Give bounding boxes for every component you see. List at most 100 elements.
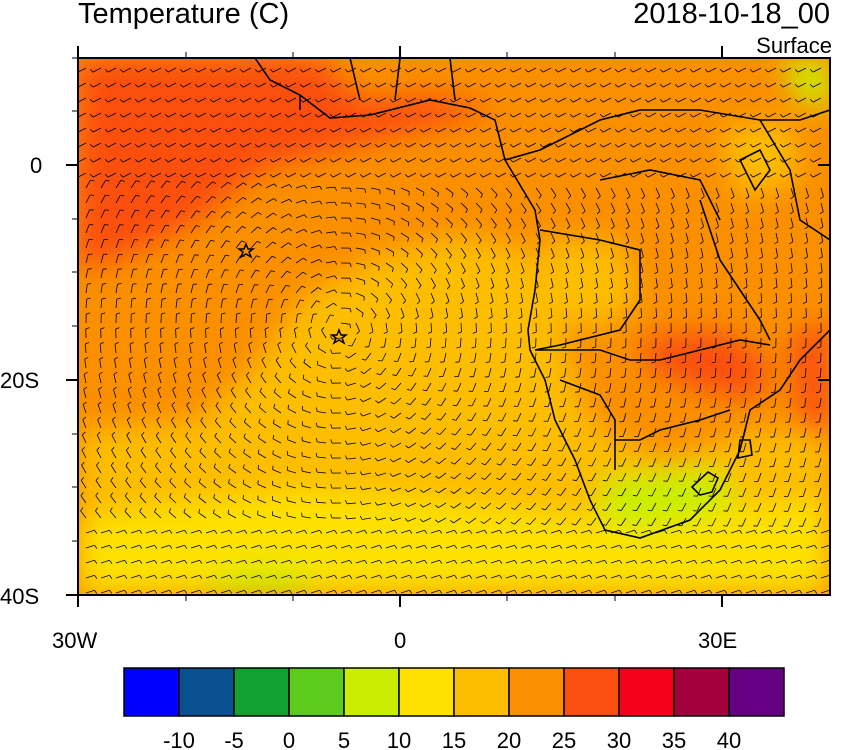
wind-barb: [100, 254, 104, 264]
wind-barb-flag: [243, 448, 246, 454]
wind-barb: [497, 172, 507, 178]
wind-barb: [670, 307, 672, 318]
wind-barb: [502, 397, 507, 407]
wind-barb-flag: [554, 84, 559, 88]
wind-barb: [317, 172, 327, 178]
wind-barb-flag: [496, 463, 501, 466]
wind-barb-flag: [541, 478, 547, 481]
wind-barb: [130, 254, 135, 264]
wind-barb: [527, 142, 537, 148]
wind-barb: [250, 574, 260, 579]
wind-barb-flag: [211, 210, 216, 213]
wind-barb-flag: [359, 159, 364, 163]
wind-barb: [302, 425, 312, 429]
wind-barb-flag: [584, 114, 589, 118]
wind-barb-flag: [667, 331, 672, 334]
wind-barb-flag: [529, 545, 533, 549]
wind-barb-flag: [745, 211, 749, 215]
wind-barb: [220, 255, 226, 264]
wind-barb-flag: [757, 331, 762, 334]
wind-barb-flag: [246, 372, 250, 376]
wind-barb: [670, 292, 673, 302]
wind-barb: [197, 82, 207, 88]
wind-barb: [184, 481, 192, 489]
wind-barb-flag: [199, 575, 203, 579]
wind-barb-flag: [659, 144, 664, 148]
wind-barb: [145, 180, 152, 189]
wind-barb-flag: [257, 480, 259, 485]
wind-barb: [272, 438, 282, 444]
wind-barb: [415, 217, 424, 224]
wind-barb-flag: [503, 316, 508, 319]
wind-barb-flag: [89, 99, 94, 103]
wind-barb: [233, 344, 237, 354]
wind-barb: [803, 472, 807, 482]
wind-barb-flag: [194, 69, 199, 73]
wind-barb: [199, 466, 207, 474]
wind-barb: [167, 82, 177, 88]
wind-barb: [145, 299, 148, 309]
wind-barb-flag: [285, 285, 290, 287]
wind-barb-flag: [394, 560, 398, 564]
wind-barb: [752, 112, 762, 118]
wind-barb-flag: [349, 262, 352, 268]
wind-barb-flag: [713, 301, 718, 304]
wind-barb-flag: [359, 398, 364, 402]
wind-barb: [214, 420, 222, 429]
wind-barb-flag: [213, 509, 215, 514]
wind-barb: [820, 217, 824, 227]
wind-barb: [457, 367, 462, 377]
wind-barb-flag: [557, 464, 562, 467]
wind-barb: [347, 97, 357, 103]
wind-barb: [460, 322, 462, 333]
wind-barb-flag: [719, 144, 724, 148]
wind-barb: [111, 434, 117, 444]
wind-barb: [542, 127, 552, 133]
wind-barb: [355, 217, 365, 220]
wind-barb-flag: [653, 286, 658, 290]
wind-barb-flag: [599, 144, 604, 148]
wind-barb-flag: [506, 270, 510, 275]
wind-barb: [532, 397, 537, 407]
wind-barb-flag: [664, 575, 668, 579]
wind-barb-flag: [536, 240, 541, 245]
wind-barb: [445, 322, 447, 333]
wind-barb: [302, 516, 312, 519]
wind-barb: [280, 589, 290, 594]
wind-barb-flag: [696, 361, 701, 364]
wind-barb-flag: [154, 560, 158, 564]
wind-barb: [305, 345, 312, 354]
wind-barb: [531, 442, 537, 451]
wind-barb: [174, 344, 177, 354]
wind-barb-flag: [203, 356, 208, 360]
wind-barb-flag: [516, 346, 521, 349]
wind-barb-flag: [712, 316, 717, 319]
wind-barb: [484, 457, 492, 466]
wind-barb-flag: [817, 301, 822, 304]
wind-barb-flag: [469, 590, 473, 594]
wind-barb: [422, 82, 432, 88]
wind-barb-flag: [315, 453, 318, 458]
wind-barb-flag: [149, 159, 154, 163]
wind-barb: [415, 202, 424, 208]
wind-barb-flag: [454, 575, 458, 579]
wind-barb-flag: [344, 69, 349, 73]
wind-barb: [172, 389, 177, 399]
wind-barb-flag: [228, 463, 231, 468]
wind-barb-flag: [749, 144, 754, 148]
wind-barb: [730, 247, 734, 257]
wind-barb-flag: [649, 560, 653, 564]
wind-barb-flag: [774, 226, 779, 230]
wind-barb: [730, 559, 740, 564]
wind-barb-flag: [449, 84, 454, 88]
wind-barb-flag: [494, 174, 499, 178]
wind-barb-flag: [349, 530, 353, 534]
wind-barb: [758, 412, 762, 422]
wind-barb-flag: [304, 545, 308, 549]
wind-barb-flag: [284, 174, 289, 178]
wind-barb: [347, 427, 357, 430]
wind-barb-flag: [533, 316, 538, 319]
wind-barb-flag: [472, 331, 477, 334]
wind-barb: [802, 487, 807, 497]
wind-barb: [737, 97, 747, 103]
